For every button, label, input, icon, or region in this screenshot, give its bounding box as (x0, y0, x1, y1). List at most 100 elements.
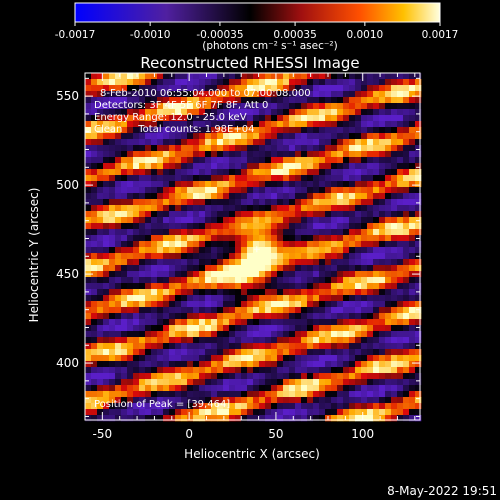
heatmap-cell (91, 253, 98, 260)
heatmap-cell (301, 169, 308, 176)
heatmap-cell (295, 289, 302, 296)
heatmap-cell (85, 85, 92, 92)
heatmap-cell (175, 127, 182, 134)
heatmap-cell (409, 199, 416, 206)
heatmap-cell (127, 151, 134, 158)
heatmap-cell (229, 349, 236, 356)
heatmap-cell (187, 193, 194, 200)
heatmap-cell (355, 253, 362, 260)
heatmap-cell (193, 301, 200, 308)
heatmap-cell (271, 379, 278, 386)
heatmap-cell (241, 247, 248, 254)
heatmap-cell (337, 193, 344, 200)
heatmap-cell (379, 175, 386, 182)
heatmap-cell (193, 415, 200, 422)
x-tick-label: 0 (185, 427, 193, 441)
heatmap-cell (415, 223, 422, 230)
heatmap-cell (325, 367, 332, 374)
heatmap-cell (193, 403, 200, 410)
heatmap-cell (385, 139, 392, 146)
heatmap-cell (259, 331, 266, 338)
heatmap-cell (373, 163, 380, 170)
heatmap-cell (295, 181, 302, 188)
heatmap-cell (223, 343, 230, 350)
heatmap-cell (337, 283, 344, 290)
heatmap-cell (361, 127, 368, 134)
heatmap-cell (277, 241, 284, 248)
heatmap-cell (379, 331, 386, 338)
heatmap-cell (313, 373, 320, 380)
heatmap-cell (283, 349, 290, 356)
heatmap-cell (331, 199, 338, 206)
heatmap-cell (115, 367, 122, 374)
heatmap-cell (163, 349, 170, 356)
heatmap-cell (187, 169, 194, 176)
heatmap-cell (211, 331, 218, 338)
heatmap-cell (181, 409, 188, 416)
heatmap-cell (103, 289, 110, 296)
heatmap-cell (277, 343, 284, 350)
heatmap-cell (163, 367, 170, 374)
heatmap-cell (277, 325, 284, 332)
heatmap-cell (379, 247, 386, 254)
heatmap-cell (247, 331, 254, 338)
heatmap-cell (355, 163, 362, 170)
heatmap-cell (199, 247, 206, 254)
heatmap-cell (313, 181, 320, 188)
heatmap-cell (343, 121, 350, 128)
heatmap-cell (223, 415, 230, 422)
heatmap-cell (187, 247, 194, 254)
heatmap-cell (403, 151, 410, 158)
heatmap-cell (307, 235, 314, 242)
heatmap-cell (259, 355, 266, 362)
heatmap-cell (247, 193, 254, 200)
heatmap-cell (355, 331, 362, 338)
heatmap-cell (385, 385, 392, 392)
heatmap-cell (301, 325, 308, 332)
heatmap-cell (235, 337, 242, 344)
heatmap-cell (133, 121, 140, 128)
heatmap-cell (349, 253, 356, 260)
heatmap-cell (265, 157, 272, 164)
heatmap-cell (271, 361, 278, 368)
heatmap-cell (241, 169, 248, 176)
heatmap-cell (205, 199, 212, 206)
heatmap-cell (115, 139, 122, 146)
heatmap-cell (379, 277, 386, 284)
heatmap-cell (403, 169, 410, 176)
heatmap-cell (151, 361, 158, 368)
heatmap-cell (217, 253, 224, 260)
heatmap-cell (385, 247, 392, 254)
heatmap-cell (145, 349, 152, 356)
heatmap-cell (337, 181, 344, 188)
heatmap-cell (193, 337, 200, 344)
heatmap-cell (373, 133, 380, 140)
heatmap-cell (127, 343, 134, 350)
heatmap-cell (325, 265, 332, 272)
heatmap-cell (199, 373, 206, 380)
heatmap-cell (199, 343, 206, 350)
heatmap-cell (337, 331, 344, 338)
heatmap-cell (253, 373, 260, 380)
heatmap-cell (409, 193, 416, 200)
heatmap-cell (103, 331, 110, 338)
heatmap-cell (331, 175, 338, 182)
heatmap-cell (139, 151, 146, 158)
heatmap-cell (241, 325, 248, 332)
heatmap-cell (211, 373, 218, 380)
heatmap-cell (283, 373, 290, 380)
heatmap-cell (169, 295, 176, 302)
heatmap-cell (415, 187, 422, 194)
chart-title: Reconstructed RHESSI Image (140, 54, 359, 72)
heatmap-cell (295, 121, 302, 128)
heatmap-cell (211, 115, 218, 122)
heatmap-cell (415, 211, 422, 218)
heatmap-cell (331, 229, 338, 236)
heatmap-cell (271, 217, 278, 224)
heatmap-cell (109, 97, 116, 104)
heatmap-cell (229, 85, 236, 92)
heatmap-cell (307, 319, 314, 326)
heatmap-cell (367, 199, 374, 206)
heatmap-cell (121, 199, 128, 206)
heatmap-cell (103, 271, 110, 278)
